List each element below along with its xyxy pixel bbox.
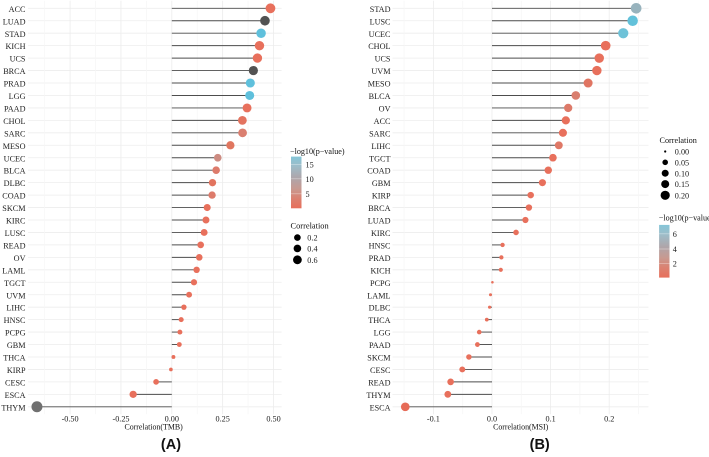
svg-text:LUAD: LUAD [368,217,391,226]
svg-text:0.00: 0.00 [165,415,179,424]
svg-text:GBM: GBM [372,179,391,188]
svg-text:Correlation: Correlation [660,136,697,145]
svg-text:LUSC: LUSC [5,229,26,238]
svg-text:UCS: UCS [375,55,391,64]
svg-text:ESCA: ESCA [5,391,26,400]
svg-text:PCPG: PCPG [370,279,391,288]
svg-text:TGCT: TGCT [4,279,25,288]
svg-text:HNSC: HNSC [4,316,26,325]
svg-text:SARC: SARC [369,129,391,138]
svg-text:-0.50: -0.50 [62,415,79,424]
svg-text:SKCM: SKCM [367,354,391,363]
svg-text:GBM: GBM [7,341,26,350]
svg-text:ACC: ACC [374,117,391,126]
svg-text:LIHC: LIHC [371,142,391,151]
svg-text:CHOL: CHOL [3,117,25,126]
svg-text:DLBC: DLBC [4,179,26,188]
svg-text:ACC: ACC [9,5,26,14]
svg-text:LGG: LGG [9,92,26,101]
svg-text:ESCA: ESCA [370,403,391,412]
svg-text:(A): (A) [161,437,181,452]
svg-text:10: 10 [306,175,314,184]
svg-text:0.10: 0.10 [675,169,689,178]
svg-text:READ: READ [3,241,25,250]
svg-text:TGCT: TGCT [369,154,390,163]
svg-text:0.50: 0.50 [266,415,280,424]
svg-text:KICH: KICH [5,42,25,51]
svg-text:LAML: LAML [367,291,390,300]
svg-text:PAAD: PAAD [369,341,391,350]
svg-text:-0.25: -0.25 [112,415,129,424]
svg-text:MESO: MESO [3,142,26,151]
svg-text:0.2: 0.2 [307,234,317,243]
svg-text:UCEC: UCEC [4,154,26,163]
svg-text:6: 6 [673,230,677,239]
svg-text:0.05: 0.05 [675,158,689,167]
svg-text:READ: READ [368,378,390,387]
svg-text:SARC: SARC [4,129,26,138]
svg-text:OV: OV [379,104,391,113]
svg-text:STAD: STAD [370,5,391,14]
svg-text:−log10(p−value): −log10(p−value) [290,147,345,156]
svg-text:−log10(p−value): −log10(p−value) [659,214,709,223]
svg-text:DLBC: DLBC [369,304,391,313]
svg-text:THYM: THYM [1,403,26,412]
svg-text:PRAD: PRAD [369,254,391,263]
svg-text:UVM: UVM [371,67,391,76]
svg-text:0.20: 0.20 [675,191,689,200]
svg-text:MESO: MESO [368,80,391,89]
svg-text:THCA: THCA [3,354,25,363]
svg-text:KIRP: KIRP [372,192,391,201]
svg-text:BRCA: BRCA [368,204,390,213]
svg-text:OV: OV [14,254,26,263]
svg-text:THYM: THYM [366,391,391,400]
svg-text:UCS: UCS [10,55,26,64]
svg-text:CESC: CESC [5,378,26,387]
svg-text:CHOL: CHOL [368,42,390,51]
svg-text:KICH: KICH [370,266,390,275]
svg-text:(B): (B) [530,437,550,452]
svg-text:COAD: COAD [367,167,390,176]
svg-text:PAAD: PAAD [4,104,26,113]
svg-text:PRAD: PRAD [4,80,26,89]
svg-text:LUAD: LUAD [3,17,26,26]
svg-text:COAD: COAD [2,192,25,201]
svg-text:BLCA: BLCA [4,167,26,176]
svg-text:Correlation: Correlation [291,222,330,231]
svg-text:THCA: THCA [368,316,390,325]
svg-text:0.25: 0.25 [216,415,230,424]
svg-text:LIHC: LIHC [6,304,26,313]
svg-text:15: 15 [306,161,314,170]
svg-text:STAD: STAD [5,30,26,39]
svg-text:SKCM: SKCM [2,204,26,213]
svg-text:PCPG: PCPG [5,329,26,338]
svg-text:0.4: 0.4 [307,245,317,254]
svg-text:BLCA: BLCA [369,92,391,101]
svg-text:KIRC: KIRC [371,229,391,238]
svg-text:0.1: 0.1 [545,415,555,424]
svg-text:HNSC: HNSC [369,241,391,250]
svg-text:BRCA: BRCA [3,67,25,76]
svg-text:UVM: UVM [6,291,26,300]
svg-text:0.00: 0.00 [675,148,689,157]
svg-text:0.0: 0.0 [487,415,497,424]
svg-text:2: 2 [673,260,677,269]
svg-text:KIRP: KIRP [7,366,26,375]
svg-text:CESC: CESC [370,366,391,375]
svg-text:0.2: 0.2 [604,415,614,424]
svg-text:KIRC: KIRC [6,217,26,226]
svg-text:LAML: LAML [2,266,25,275]
svg-text:LGG: LGG [374,329,391,338]
svg-text:Correlation(MSI): Correlation(MSI) [493,423,549,432]
svg-text:UCEC: UCEC [369,30,391,39]
svg-text:LUSC: LUSC [370,17,391,26]
svg-text:4: 4 [673,245,677,254]
svg-text:Correlation(TMB): Correlation(TMB) [124,423,183,432]
svg-text:5: 5 [306,190,310,199]
svg-text:0.15: 0.15 [675,180,689,189]
svg-text:0.6: 0.6 [307,256,317,265]
svg-text:-0.1: -0.1 [427,415,440,424]
